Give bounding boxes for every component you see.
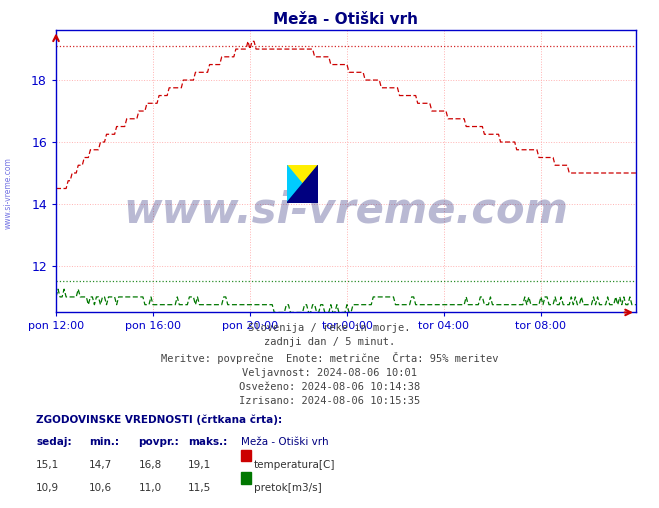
Title: Meža - Otiški vrh: Meža - Otiški vrh xyxy=(273,12,418,26)
Text: min.:: min.: xyxy=(89,437,119,447)
Text: 10,9: 10,9 xyxy=(36,483,59,493)
Text: 19,1: 19,1 xyxy=(188,460,211,470)
Text: 10,6: 10,6 xyxy=(89,483,112,493)
Text: www.si-vreme.com: www.si-vreme.com xyxy=(3,157,13,229)
Text: ZGODOVINSKE VREDNOSTI (črtkana črta):: ZGODOVINSKE VREDNOSTI (črtkana črta): xyxy=(36,414,282,425)
Polygon shape xyxy=(287,165,318,203)
Polygon shape xyxy=(287,165,318,203)
Text: sedaj:: sedaj: xyxy=(36,437,72,447)
Text: Slovenija / reke in morje.
zadnji dan / 5 minut.
Meritve: povprečne  Enote: metr: Slovenija / reke in morje. zadnji dan / … xyxy=(161,323,498,405)
Text: pretok[m3/s]: pretok[m3/s] xyxy=(254,483,322,493)
Text: maks.:: maks.: xyxy=(188,437,227,447)
Text: 14,7: 14,7 xyxy=(89,460,112,470)
Text: Meža - Otiški vrh: Meža - Otiški vrh xyxy=(241,437,328,447)
Polygon shape xyxy=(287,165,318,203)
Text: 11,5: 11,5 xyxy=(188,483,211,493)
Text: povpr.:: povpr.: xyxy=(138,437,179,447)
Text: 15,1: 15,1 xyxy=(36,460,59,470)
Text: 11,0: 11,0 xyxy=(138,483,161,493)
Text: www.si-vreme.com: www.si-vreme.com xyxy=(123,190,569,232)
Text: 16,8: 16,8 xyxy=(138,460,161,470)
Text: temperatura[C]: temperatura[C] xyxy=(254,460,335,470)
